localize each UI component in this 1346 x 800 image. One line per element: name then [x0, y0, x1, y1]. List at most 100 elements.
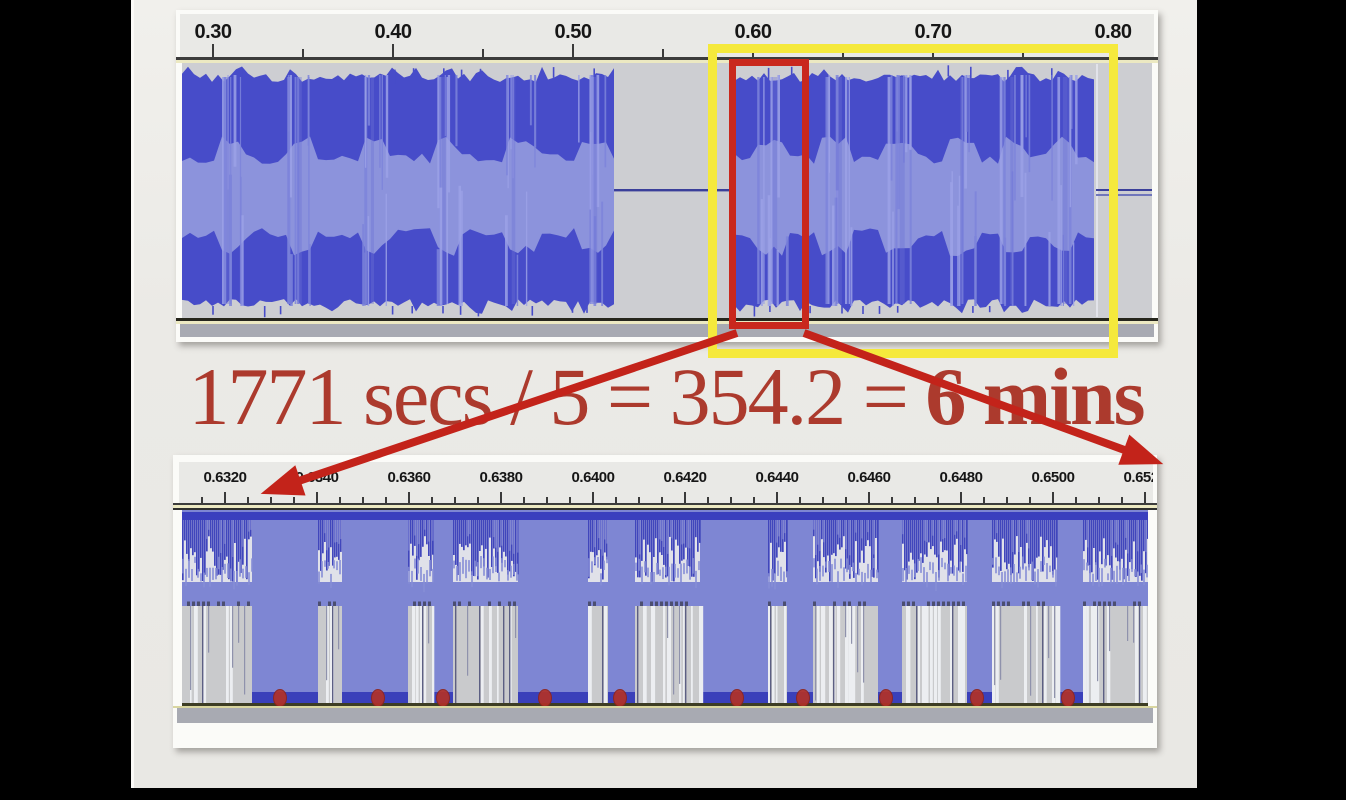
- ruler-label: 0.6480: [939, 469, 983, 486]
- ruler-major-tick: [868, 492, 870, 503]
- ruler-label: 0.6320: [203, 469, 247, 486]
- ruler-minor-tick: [482, 49, 484, 57]
- waveform-segment: [734, 65, 1094, 317]
- ruler-minor-tick: [270, 497, 272, 503]
- ruler-minor-tick: [845, 497, 847, 503]
- ruler-minor-tick: [385, 497, 387, 503]
- ruler-minor-tick: [302, 49, 304, 57]
- ruler-label: 0.6520: [1123, 469, 1153, 486]
- track-focus-border: [176, 60, 1158, 63]
- tone-burst: [408, 520, 435, 703]
- ruler-minor-tick: [1121, 497, 1123, 503]
- ruler-minor-tick: [523, 497, 525, 503]
- ruler-minor-tick: [937, 497, 939, 503]
- tone-burst: [182, 520, 253, 703]
- marker-dot: [273, 689, 287, 706]
- ruler-minor-tick: [1022, 49, 1024, 57]
- marker-dot: [613, 689, 627, 706]
- ruler-minor-tick: [914, 497, 916, 503]
- tone-burst: [992, 520, 1061, 703]
- marker-dot: [970, 689, 984, 706]
- ruler-major-tick: [408, 492, 410, 503]
- zoom-region-red-box: [729, 59, 809, 329]
- marker-dot: [879, 689, 893, 706]
- ruler-label: 0.6500: [1031, 469, 1075, 486]
- ruler-major-tick: [1052, 492, 1054, 503]
- ruler-major-tick: [1144, 492, 1146, 503]
- waveform-segment: [182, 66, 614, 318]
- marker-dot: [371, 689, 385, 706]
- formula-text: 1771 secs / 5 = 354.2 = 6 mins: [135, 350, 1197, 444]
- ruler-minor-tick: [1075, 497, 1077, 503]
- ruler-minor-tick: [822, 497, 824, 503]
- ruler-major-tick: [316, 492, 318, 503]
- ruler-label: 0.6440: [755, 469, 799, 486]
- ruler-label: 0.60: [734, 21, 772, 43]
- tone-burst: [813, 520, 879, 703]
- zoom-time-ruler: 0.6320 0.6340 0.6360 0.6380 0.6400 0.6420 0.64…: [179, 462, 1153, 503]
- track-focus-border-bottom: [176, 321, 1158, 324]
- ruler-label: 0.6420: [663, 469, 707, 486]
- track-top-line: [173, 508, 1157, 510]
- tone-burst: [635, 520, 704, 703]
- ruler-minor-tick: [1029, 497, 1031, 503]
- marker-dot: [730, 689, 744, 706]
- ruler-minor-tick: [662, 49, 664, 57]
- ruler-minor-tick: [842, 49, 844, 57]
- ruler-minor-tick: [891, 497, 893, 503]
- ruler-label: 0.6460: [847, 469, 891, 486]
- ruler-minor-tick: [638, 497, 640, 503]
- overview-waveform-panel: 0.30 0.40 0.50 0.60 0.70 0.80: [176, 10, 1158, 342]
- marker-dot: [436, 689, 450, 706]
- marker-dot: [1061, 689, 1075, 706]
- letterbox-right: [1197, 0, 1346, 800]
- track-focus-border-bottom: [173, 706, 1157, 708]
- ruler-minor-tick: [431, 497, 433, 503]
- ruler-border-line: [173, 503, 1157, 505]
- tone-burst: [902, 520, 968, 703]
- ruler-major-tick: [592, 492, 594, 503]
- ruler-minor-tick: [1098, 497, 1100, 503]
- letterbox-left: [0, 0, 131, 800]
- panel-scroll-strip: [177, 708, 1153, 723]
- ruler-label: 0.70: [914, 21, 952, 43]
- letterbox-bottom: [0, 788, 1346, 800]
- ruler-major-tick: [776, 492, 778, 503]
- tone-burst: [1083, 520, 1148, 703]
- ruler-minor-tick: [661, 497, 663, 503]
- ruler-major-tick: [224, 492, 226, 503]
- ruler-minor-tick: [454, 497, 456, 503]
- track-bottom-line: [176, 318, 1158, 321]
- ruler-minor-tick: [201, 497, 203, 503]
- ruler-minor-tick: [730, 497, 732, 503]
- ruler-minor-tick: [707, 497, 709, 503]
- ruler-label: 0.6340: [295, 469, 339, 486]
- overview-waveform-image: [182, 63, 1152, 318]
- tone-burst: [768, 520, 788, 703]
- ruler-label: 0.80: [1094, 21, 1132, 43]
- ruler-minor-tick: [569, 497, 571, 503]
- formula-bold: 6 mins: [925, 351, 1145, 442]
- ruler-minor-tick: [983, 497, 985, 503]
- ruler-label: 0.6400: [571, 469, 615, 486]
- ruler-minor-tick: [753, 497, 755, 503]
- formula-regular: 1771 secs / 5 = 354.2 =: [188, 351, 926, 442]
- tone-burst: [588, 520, 608, 703]
- marker-dot: [538, 689, 552, 706]
- ruler-minor-tick: [339, 497, 341, 503]
- zoom-waveform-image: [182, 510, 1148, 706]
- ruler-major-tick: [960, 492, 962, 503]
- zoom-waveform-panel: 0.6320 0.6340 0.6360 0.6380 0.6400 0.6420 0.64…: [173, 455, 1157, 748]
- tone-burst: [453, 520, 519, 703]
- ruler-minor-tick: [247, 497, 249, 503]
- track-focus-border: [173, 505, 1157, 508]
- ruler-minor-tick: [799, 497, 801, 503]
- post-clip-area: [1096, 64, 1152, 317]
- waveform-top-band: [182, 512, 1148, 520]
- ruler-minor-tick: [615, 497, 617, 503]
- track-base-line: [182, 703, 1148, 706]
- ruler-major-tick: [392, 44, 394, 57]
- ruler-major-tick: [684, 492, 686, 503]
- ruler-label: 0.6380: [479, 469, 523, 486]
